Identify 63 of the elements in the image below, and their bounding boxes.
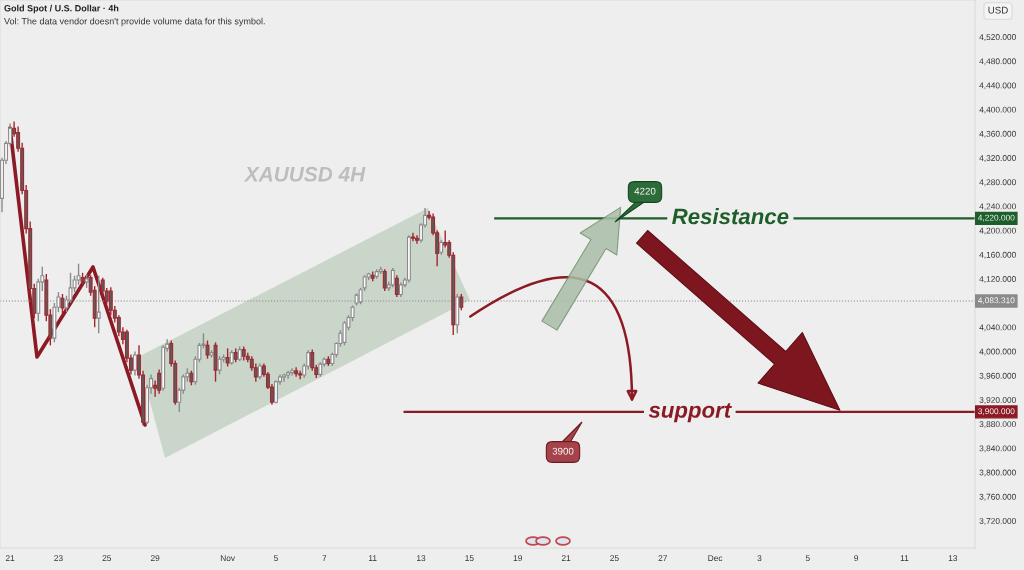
x-tick-label: 21 <box>561 555 571 561</box>
ref-line-label: support <box>648 403 732 423</box>
candlestick <box>217 355 222 376</box>
chart-title: Gold Spot / U.S. Dollar · 4h <box>4 4 119 14</box>
candlestick <box>310 348 315 372</box>
y-tick-label: 4,360.000 <box>979 130 1016 138</box>
x-tick-label: Dec <box>708 555 723 562</box>
x-tick-label: 3 <box>757 555 762 562</box>
y-tick-label: 3,800.000 <box>979 469 1016 477</box>
candlestick <box>415 234 419 245</box>
x-tick-label: 25 <box>102 555 112 562</box>
y-tick-label: 4,160.000 <box>979 251 1016 259</box>
y-tick-label: 3,960.000 <box>979 372 1016 380</box>
candlestick <box>394 274 399 298</box>
candlestick <box>290 367 295 377</box>
x-tick-label: 5 <box>805 555 810 562</box>
y-tick-label: 4,200.000 <box>979 227 1016 235</box>
candlestick <box>60 293 65 316</box>
y-tick-label: 4,320.000 <box>979 155 1016 162</box>
candlestick <box>76 263 81 286</box>
y-tick-label: 4,280.000 <box>979 179 1016 187</box>
text: 4,083.310 <box>977 297 1015 305</box>
x-tick-label: 11 <box>368 555 377 561</box>
text: 3,900.000 <box>978 408 1015 416</box>
y-tick-label: 3,760.000 <box>979 493 1016 501</box>
x-tick-label: 11 <box>900 555 909 561</box>
x-tick-label: 19 <box>513 555 522 562</box>
y-tick-label: 3,920.000 <box>979 397 1016 404</box>
annotation: Vol: The data vendor doesn't provide volume data for this symbol. <box>4 17 265 27</box>
y-axis-title: USD <box>988 6 1008 14</box>
x-tick-label: 15 <box>465 555 474 562</box>
y-tick-label: 4,120.000 <box>979 276 1016 283</box>
ref-line-label: Resistance <box>672 208 789 225</box>
x-tick-label: 21 <box>5 555 15 561</box>
x-tick-label: 7 <box>322 555 327 561</box>
y-tick-label: 4,240.000 <box>979 203 1016 211</box>
candlestick <box>390 267 395 289</box>
text: 4,220.000 <box>977 214 1015 222</box>
x-tick-label: 13 <box>417 555 426 562</box>
x-tick-label: 27 <box>658 555 667 561</box>
y-tick-label: 4,440.000 <box>979 82 1016 90</box>
y-tick-label: 4,400.000 <box>979 106 1016 114</box>
annotation: 3900 <box>552 447 574 455</box>
x-tick-label: Nov <box>220 555 236 562</box>
candlestick <box>225 347 230 368</box>
x-tick-label: 25 <box>610 555 619 562</box>
x-tick-label: 29 <box>150 555 160 562</box>
y-tick-label: 4,480.000 <box>979 58 1016 66</box>
candlestick <box>282 373 287 383</box>
x-tick-label: 9 <box>854 555 859 562</box>
y-tick-label: 4,520.000 <box>979 34 1016 41</box>
candlestick <box>157 368 162 395</box>
candlestick <box>205 339 210 360</box>
y-tick-label: 3,880.000 <box>979 421 1016 429</box>
x-tick-label: 23 <box>54 555 63 562</box>
annotation: 4220 <box>634 187 656 195</box>
x-tick-label: 13 <box>948 555 958 562</box>
candlestick <box>133 350 137 377</box>
y-tick-label: 4,040.000 <box>979 324 1016 332</box>
x-tick-label: 5 <box>274 555 278 562</box>
y-tick-label: 3,840.000 <box>979 445 1016 453</box>
y-tick-label: 3,720.000 <box>979 517 1016 525</box>
y-tick-label: 4,000.000 <box>979 348 1016 356</box>
